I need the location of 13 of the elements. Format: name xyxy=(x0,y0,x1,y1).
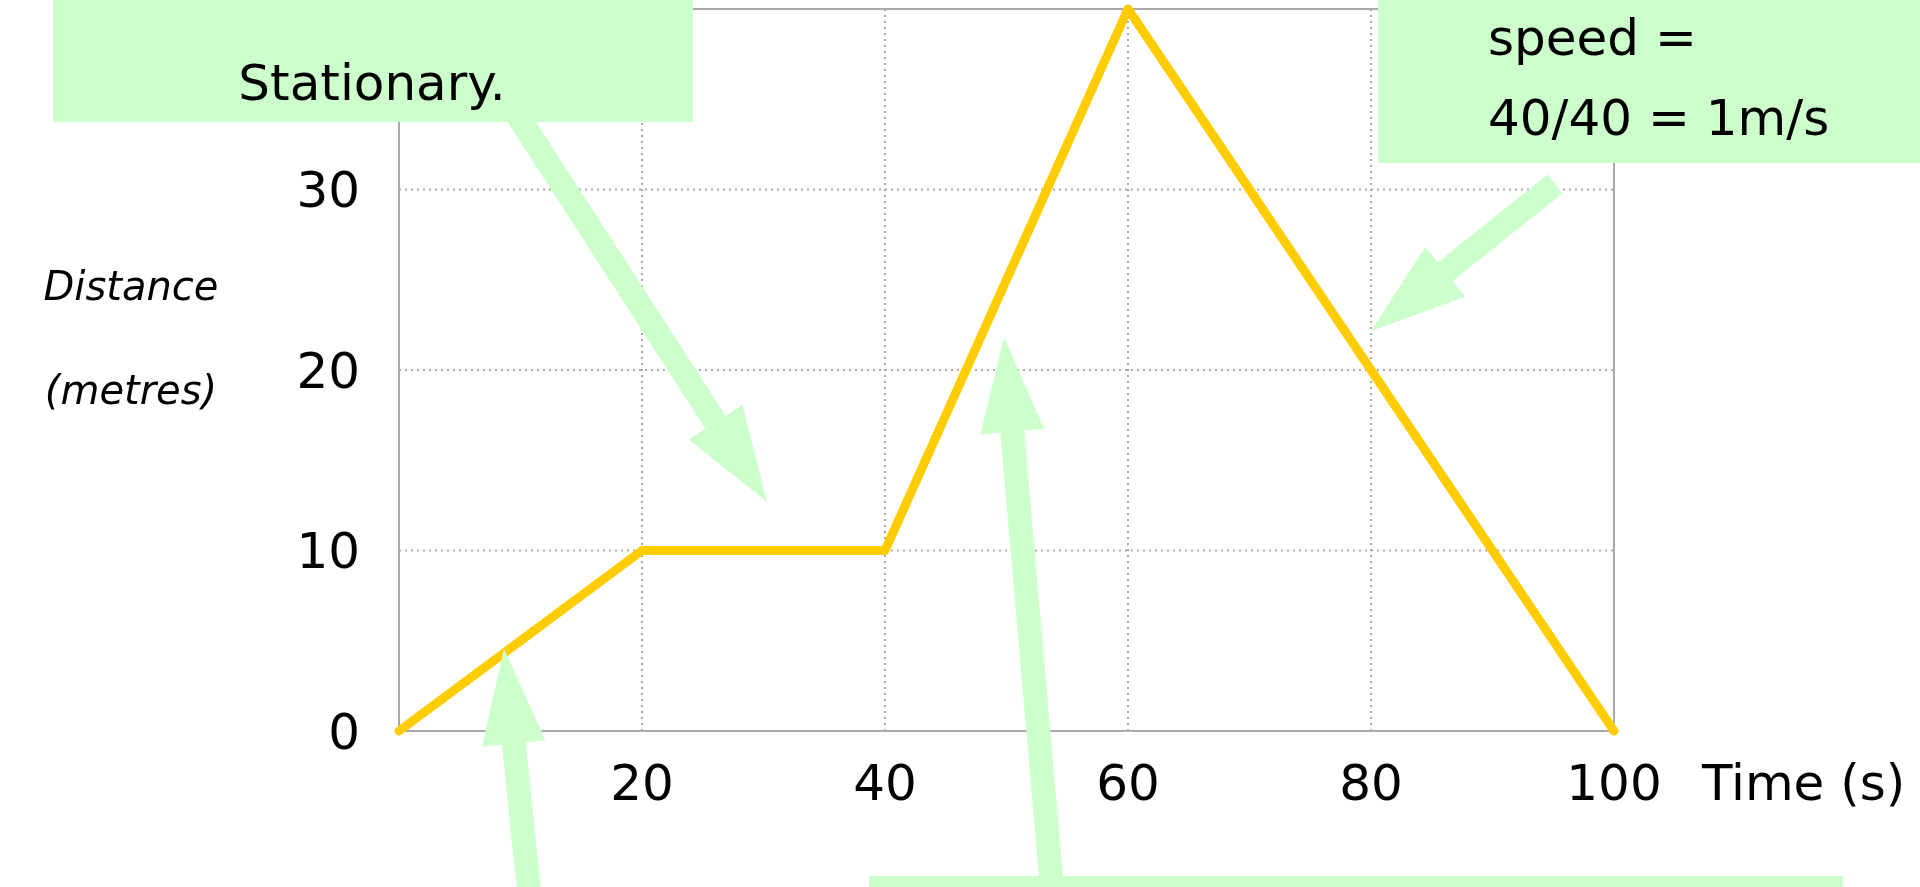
x-axis-title: Time (s) xyxy=(1701,754,1906,812)
y-tick-label: 0 xyxy=(328,702,360,761)
text: Distance (metres) xyxy=(43,263,219,413)
x-tick-label: 100 xyxy=(1566,754,1662,812)
y-tick-label: 10 xyxy=(296,522,360,580)
x-tick-label: 80 xyxy=(1339,754,1403,812)
x-tick-label: 60 xyxy=(1096,754,1160,812)
y-tick-label: 20 xyxy=(296,341,360,400)
annotation: Stationary. xyxy=(238,54,506,112)
y-tick-label: 30 xyxy=(296,161,360,219)
x-tick-label: 40 xyxy=(853,754,917,812)
annotation: speed = 40/40 = 1m/s xyxy=(1488,9,1830,147)
x-tick-label: 20 xyxy=(610,754,674,812)
